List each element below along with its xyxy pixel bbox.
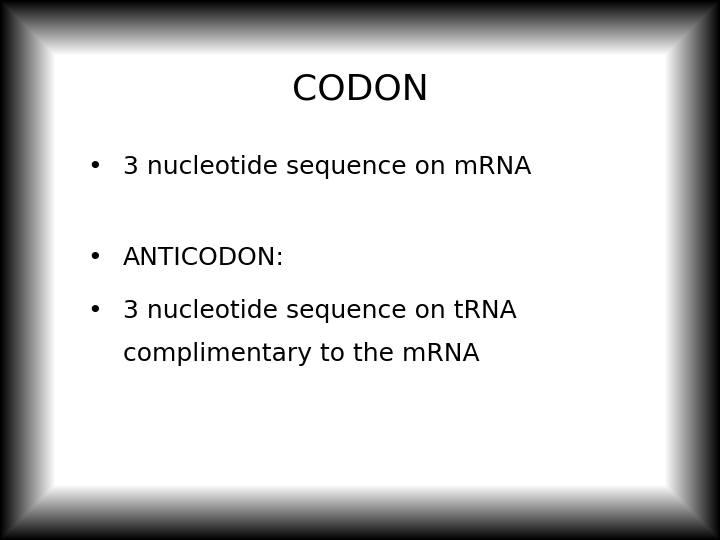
Text: 3 nucleotide sequence on mRNA: 3 nucleotide sequence on mRNA: [123, 154, 531, 179]
Text: •: •: [88, 246, 102, 270]
Text: •: •: [88, 299, 102, 323]
Text: complimentary to the mRNA: complimentary to the mRNA: [123, 342, 480, 366]
Text: •: •: [88, 154, 102, 179]
Text: CODON: CODON: [292, 73, 428, 107]
Text: 3 nucleotide sequence on tRNA: 3 nucleotide sequence on tRNA: [123, 299, 517, 323]
Text: ANTICODON:: ANTICODON:: [123, 246, 285, 270]
